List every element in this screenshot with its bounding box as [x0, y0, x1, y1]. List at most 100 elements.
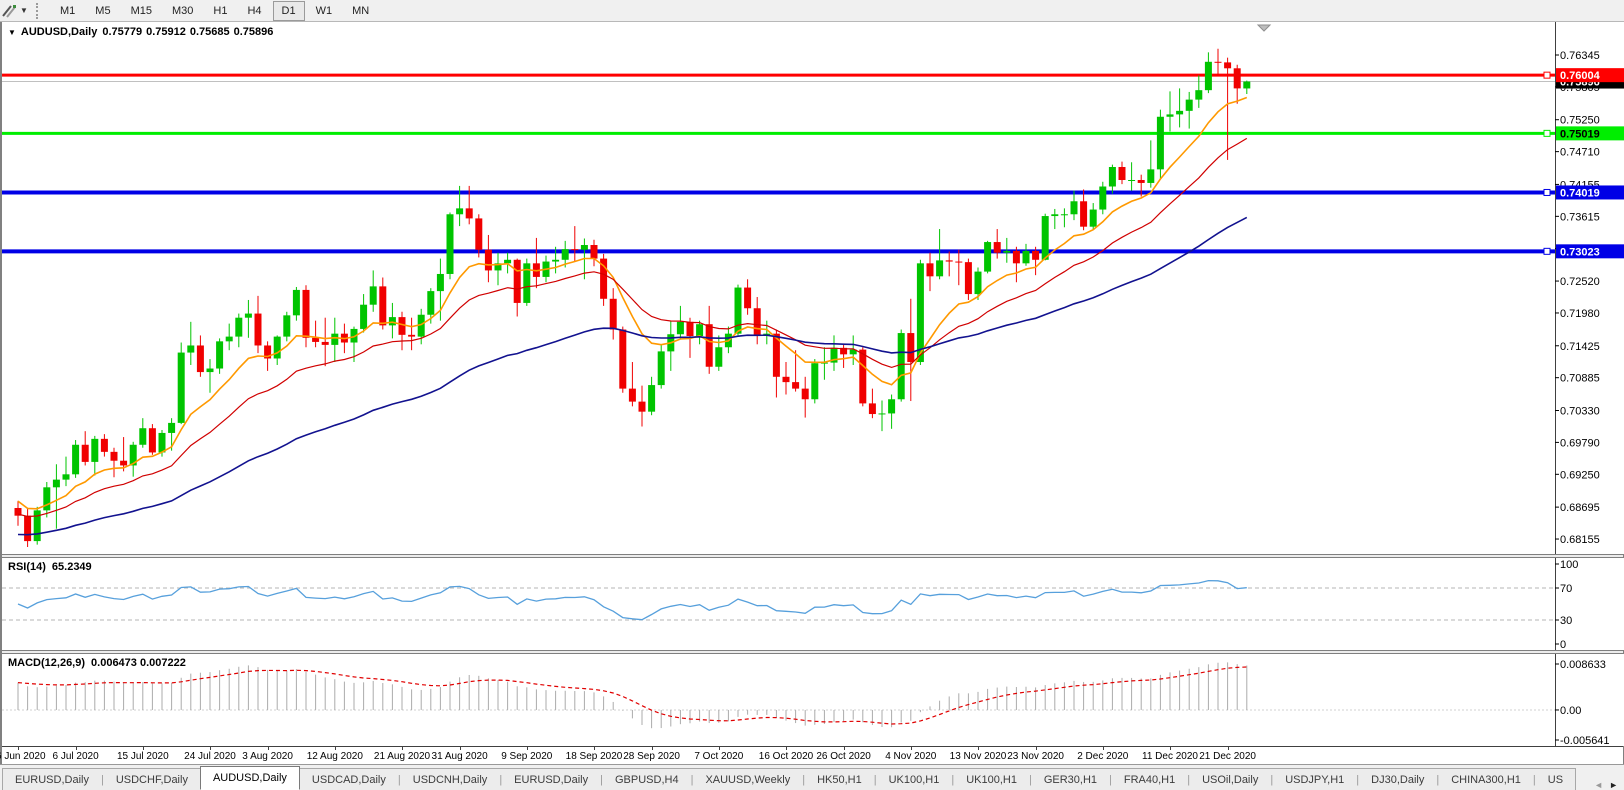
candle-body[interactable]: [388, 317, 396, 326]
candle-body[interactable]: [273, 336, 281, 359]
candle-body[interactable]: [561, 249, 569, 260]
candle-body[interactable]: [235, 317, 243, 337]
candle-body[interactable]: [177, 352, 185, 423]
candle-body[interactable]: [52, 479, 60, 488]
candle-body[interactable]: [504, 259, 512, 264]
moving-average-line[interactable]: [17, 96, 1248, 510]
candle-body[interactable]: [14, 508, 22, 516]
macd-indicator-panel[interactable]: 0.008633 0.00 -0.005641 MACD(12,26,9) 0.00…: [2, 654, 1624, 746]
tab-scroll-right-icon[interactable]: ►: [1609, 780, 1618, 790]
candle-body[interactable]: [1022, 250, 1030, 264]
candle-body[interactable]: [705, 324, 713, 367]
chart-tab-gbpusd-h4[interactable]: GBPUSD,H4: [615, 773, 679, 786]
tab-scroll-left-icon[interactable]: ◄: [1594, 780, 1604, 790]
candle-body[interactable]: [1060, 214, 1068, 216]
candle-body[interactable]: [475, 218, 483, 250]
chart-tab-ger30-h1[interactable]: GER30,H1: [1043, 773, 1098, 786]
candle-body[interactable]: [158, 432, 166, 453]
candle-body[interactable]: [139, 428, 147, 445]
candle-body[interactable]: [446, 214, 454, 274]
candle-body[interactable]: [820, 362, 828, 364]
candle-body[interactable]: [254, 313, 262, 346]
moving-average-line[interactable]: [17, 216, 1248, 536]
chart-tab-eurusd-daily[interactable]: EURUSD,Daily: [514, 773, 589, 786]
candle-body[interactable]: [792, 382, 800, 389]
chart-tab-usdcad-daily[interactable]: USDCAD,Daily: [311, 773, 386, 786]
candle-body[interactable]: [619, 329, 627, 389]
candle-body[interactable]: [283, 315, 291, 337]
chart-tab-china300-h1[interactable]: CHINA300,H1: [1451, 773, 1521, 786]
candle-body[interactable]: [628, 388, 636, 402]
level-line-handle[interactable]: [1543, 188, 1551, 196]
candle-body[interactable]: [360, 304, 368, 329]
candle-body[interactable]: [1099, 186, 1107, 210]
candle-body[interactable]: [1243, 81, 1251, 89]
chart-tab-uk100-h1[interactable]: UK100,H1: [966, 773, 1017, 786]
candle-body[interactable]: [1012, 250, 1020, 264]
candle-body[interactable]: [1214, 61, 1222, 63]
candle-body[interactable]: [1003, 250, 1011, 253]
candle-body[interactable]: [148, 428, 156, 453]
candle-body[interactable]: [1195, 90, 1203, 100]
candle-body[interactable]: [436, 273, 444, 292]
candle-body[interactable]: [100, 438, 108, 452]
candle-body[interactable]: [62, 474, 70, 480]
candle-body[interactable]: [110, 451, 118, 461]
moving-average-line[interactable]: [17, 137, 1248, 518]
panel-splitter[interactable]: [2, 554, 1623, 558]
candle-body[interactable]: [1108, 166, 1116, 187]
price-chart-panel[interactable]: 0.763450.758050.752500.747100.741550.736…: [2, 22, 1624, 554]
candle-body[interactable]: [1233, 68, 1241, 89]
candle-body[interactable]: [676, 321, 684, 335]
candle-body[interactable]: [196, 345, 204, 373]
timeframe-button-mn[interactable]: MN: [352, 4, 370, 17]
toolbar-grip-handle[interactable]: [36, 2, 42, 19]
candle-body[interactable]: [907, 333, 915, 363]
candle-body[interactable]: [456, 208, 464, 215]
candle-body[interactable]: [1166, 114, 1174, 117]
timeframe-button-m15[interactable]: M15: [130, 4, 152, 17]
candle-body[interactable]: [187, 345, 195, 353]
candle-body[interactable]: [811, 363, 819, 400]
candle-body[interactable]: [24, 515, 32, 542]
chart-tab-us[interactable]: US: [1547, 773, 1564, 786]
timeframe-button-m1[interactable]: M1: [60, 4, 76, 17]
candle-body[interactable]: [225, 336, 233, 342]
candle-body[interactable]: [648, 385, 656, 412]
candle-body[interactable]: [916, 263, 924, 363]
candle-body[interactable]: [1147, 169, 1155, 183]
candle-body[interactable]: [686, 321, 694, 337]
candle-body[interactable]: [513, 259, 521, 303]
candle-body[interactable]: [216, 341, 224, 369]
chart-tab-fra40-h1[interactable]: FRA40,H1: [1123, 773, 1176, 786]
candle-body[interactable]: [43, 487, 51, 511]
candle-body[interactable]: [1070, 201, 1078, 215]
candle-body[interactable]: [72, 444, 80, 475]
candle-body[interactable]: [571, 249, 579, 251]
candle-body[interactable]: [120, 460, 128, 466]
candle-body[interactable]: [744, 287, 752, 309]
candle-body[interactable]: [1156, 116, 1164, 170]
timeframe-button-m5[interactable]: M5: [95, 4, 111, 17]
candle-body[interactable]: [321, 341, 329, 345]
candle-body[interactable]: [427, 291, 435, 315]
candle-body[interactable]: [657, 351, 665, 386]
candle-body[interactable]: [600, 258, 608, 299]
candle-body[interactable]: [734, 287, 742, 334]
candle-body[interactable]: [696, 324, 704, 337]
candle-body[interactable]: [81, 444, 89, 462]
candle-body[interactable]: [1080, 201, 1088, 227]
chart-tab-hk50-h1[interactable]: HK50,H1: [817, 773, 862, 786]
candle-body[interactable]: [897, 333, 905, 400]
candle-body[interactable]: [993, 242, 1001, 253]
candle-body[interactable]: [302, 289, 310, 338]
candle-body[interactable]: [33, 510, 41, 542]
candle-body[interactable]: [1089, 209, 1097, 227]
timeframe-button-h1[interactable]: H1: [213, 4, 228, 17]
chart-tab-usdcnh-daily[interactable]: USDCNH,Daily: [412, 773, 488, 786]
candle-body[interactable]: [868, 403, 876, 415]
chart-tab-usdjpy-h1[interactable]: USDJPY,H1: [1285, 773, 1345, 786]
candle-body[interactable]: [369, 286, 377, 305]
candle-body[interactable]: [1224, 62, 1232, 69]
candle-body[interactable]: [590, 245, 598, 259]
